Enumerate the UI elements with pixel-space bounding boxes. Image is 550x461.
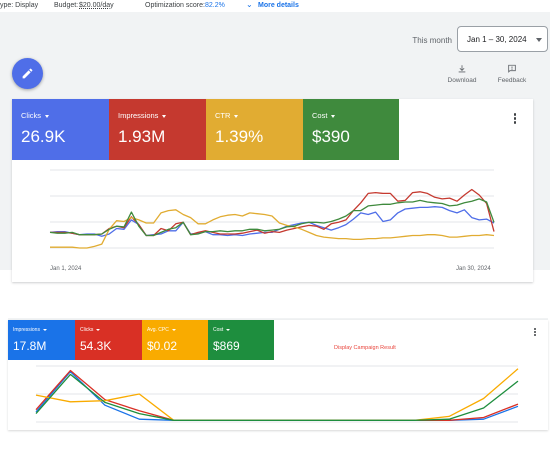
- caret-down-icon: [45, 114, 49, 118]
- optimization-score-value[interactable]: 82.2%: [205, 2, 225, 9]
- campaign-result-card: Impressions 17.8M Clicks 54.3K Avg. CPC …: [8, 320, 548, 430]
- metric-tile-avg-cpc[interactable]: Avg. CPC $0.02: [142, 320, 208, 360]
- campaign-result-line-chart: [35, 365, 519, 423]
- campaign-result-panel: Impressions 17.8M Clicks 54.3K Avg. CPC …: [8, 318, 550, 430]
- metric-tile-value: $0.02: [147, 339, 178, 353]
- metric-tile-label: Avg. CPC: [147, 327, 176, 333]
- metric-tile-label: Impressions: [13, 327, 47, 333]
- metric-tile-clicks[interactable]: Clicks 54.3K: [75, 320, 142, 360]
- more-details-link[interactable]: More details: [258, 2, 299, 9]
- caret-down-icon: [162, 114, 167, 118]
- more-options-icon[interactable]: [531, 328, 539, 338]
- performance-chart-card: Clicks 26.9K Impressions 1.93M CTR 1.39%…: [12, 99, 533, 282]
- campaign-result-note: Display Campaign Result: [334, 345, 396, 351]
- caret-down-icon: [234, 114, 239, 118]
- metric-tile-value: 17.8M: [13, 339, 47, 353]
- metric-tile-value: 1.39%: [215, 127, 264, 146]
- date-range-dropdown[interactable]: Jan 1 – 30, 2024: [457, 26, 548, 52]
- campaign-type-text: ype: Display: [0, 2, 39, 9]
- feedback-button[interactable]: Feedback: [490, 64, 534, 84]
- more-options-icon[interactable]: [510, 113, 520, 127]
- chart2-series-line-2: [35, 368, 519, 421]
- metric-tile-impressions[interactable]: Impressions 17.8M: [8, 320, 75, 360]
- x-axis-end-label: Jan 30, 2024: [456, 266, 491, 272]
- caret-down-icon: [226, 328, 231, 331]
- budget-label: Budget:: [54, 2, 79, 9]
- caret-down-icon: [331, 114, 336, 118]
- x-axis-start-label: Jan 1, 2024: [50, 266, 82, 272]
- performance-line-chart: [49, 169, 495, 249]
- feedback-icon: [508, 64, 516, 73]
- metric-tile-clicks[interactable]: Clicks 26.9K: [12, 99, 109, 160]
- pencil-icon: [22, 68, 33, 79]
- caret-down-icon: [96, 328, 101, 331]
- metric-tile-value: 1.93M: [118, 127, 166, 146]
- download-label: Download: [447, 77, 477, 84]
- chart1-series-line-3: [49, 198, 495, 237]
- caret-down-icon: [536, 38, 542, 42]
- overview-panel: This month Jan 1 – 30, 2024 Download Fee…: [0, 12, 550, 282]
- metric-tile-value: 26.9K: [21, 127, 66, 146]
- chevron-down-icon[interactable]: ⌄: [246, 0, 253, 9]
- download-button[interactable]: Download: [440, 64, 484, 84]
- metric-tile-label: Cost: [312, 111, 336, 120]
- metric-tile-label: Impressions: [118, 111, 167, 120]
- metric-tile-ctr[interactable]: CTR 1.39%: [206, 99, 303, 160]
- optimization-score-label: Optimization score:: [145, 2, 205, 9]
- metric-tile-cost[interactable]: Cost $390: [303, 99, 399, 160]
- metric-tile-label: Clicks: [80, 327, 101, 333]
- chart2-series-line-1: [35, 369, 519, 421]
- edit-fab-button[interactable]: [12, 58, 43, 89]
- metric-tile-value: $869: [213, 339, 240, 353]
- metric-tile-label: CTR: [215, 111, 239, 120]
- budget-value[interactable]: $20.00/day: [79, 2, 114, 9]
- chart1-series-line-2: [50, 209, 495, 249]
- chart1-series-line-1: [50, 188, 495, 237]
- metric-tile-label: Cost: [213, 327, 231, 333]
- metric-tile-value: $390: [312, 127, 350, 146]
- date-preset-label: This month: [412, 36, 452, 45]
- metric-tile-label: Clicks: [21, 111, 49, 120]
- metric-tile-cost[interactable]: Cost $869: [208, 320, 274, 360]
- date-range-value: Jan 1 – 30, 2024: [467, 35, 527, 44]
- chart2-series-line-3: [35, 373, 519, 421]
- caret-down-icon: [42, 328, 47, 331]
- metric-tile-impressions[interactable]: Impressions 1.93M: [109, 99, 206, 160]
- metric-tile-value: 54.3K: [80, 339, 112, 353]
- campaign-info-bar: ype: Display Budget: $20.00/day Optimiza…: [0, 0, 550, 12]
- chart2-series-line-0: [35, 370, 519, 421]
- feedback-label: Feedback: [497, 77, 527, 84]
- caret-down-icon: [171, 328, 176, 331]
- panel-shade: [8, 318, 548, 320]
- download-icon: [458, 65, 466, 73]
- chart1-series-line-0: [49, 206, 495, 237]
